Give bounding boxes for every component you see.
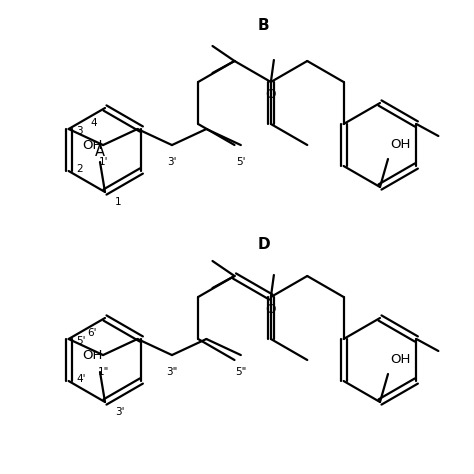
Text: 1: 1 (115, 197, 122, 207)
Text: 5': 5' (77, 336, 86, 346)
Text: O: O (265, 88, 276, 101)
Text: B: B (258, 18, 270, 33)
Text: 2: 2 (77, 164, 83, 174)
Text: 4': 4' (77, 374, 86, 384)
Text: OH: OH (390, 353, 410, 366)
Text: 3: 3 (77, 126, 83, 136)
Text: 3': 3' (167, 157, 177, 167)
Text: 3": 3" (166, 367, 178, 377)
Text: 1": 1" (97, 367, 109, 377)
Text: D: D (258, 237, 271, 252)
Text: A: A (95, 145, 105, 159)
Text: O: O (265, 303, 276, 316)
Text: OH: OH (390, 138, 410, 151)
Text: 5': 5' (236, 157, 246, 167)
Text: OH: OH (82, 139, 102, 152)
Text: 6': 6' (88, 328, 97, 338)
Text: 5": 5" (235, 367, 246, 377)
Text: OH: OH (82, 349, 102, 362)
Text: 3': 3' (115, 407, 125, 417)
Text: 1': 1' (98, 157, 108, 167)
Text: 4: 4 (91, 118, 97, 128)
